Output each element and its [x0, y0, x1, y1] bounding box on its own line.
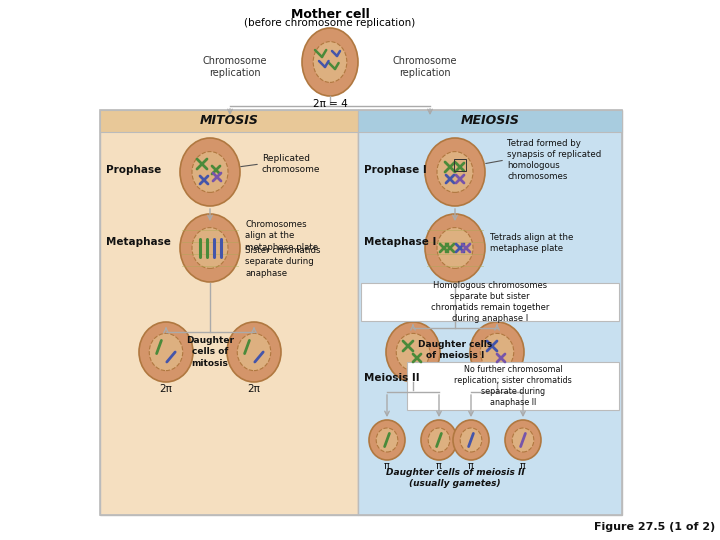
Ellipse shape — [139, 322, 193, 382]
Text: Mother cell: Mother cell — [291, 8, 369, 21]
FancyBboxPatch shape — [407, 362, 619, 410]
Text: Chromosomes
align at the
metaphase plate: Chromosomes align at the metaphase plate — [245, 220, 318, 252]
Text: MEIOSIS: MEIOSIS — [461, 114, 519, 127]
Ellipse shape — [437, 227, 473, 268]
Text: π: π — [384, 461, 390, 471]
Text: MITOSIS: MITOSIS — [199, 114, 258, 127]
Ellipse shape — [460, 428, 482, 452]
Ellipse shape — [453, 420, 489, 460]
Bar — [100, 110, 358, 132]
Text: Chromosome
replication: Chromosome replication — [203, 56, 267, 78]
Text: Sister chromatids
separate during
anaphase: Sister chromatids separate during anapha… — [245, 246, 320, 278]
Ellipse shape — [396, 333, 430, 370]
Text: Prophase: Prophase — [106, 165, 161, 175]
Ellipse shape — [437, 152, 473, 192]
Text: Figure 27.5 (1 of 2): Figure 27.5 (1 of 2) — [594, 522, 715, 532]
Ellipse shape — [192, 152, 228, 192]
Text: Metaphase I: Metaphase I — [364, 237, 436, 247]
Ellipse shape — [238, 333, 271, 370]
Text: Tetrads align at the
metaphase plate: Tetrads align at the metaphase plate — [490, 233, 573, 253]
Text: π: π — [520, 461, 526, 471]
Ellipse shape — [470, 322, 524, 382]
Text: No further chromosomal
replication; sister chromatids
separate during
anaphase I: No further chromosomal replication; sist… — [454, 365, 572, 407]
Bar — [358, 110, 622, 132]
Ellipse shape — [376, 428, 397, 452]
Text: 2π: 2π — [160, 384, 172, 394]
Ellipse shape — [425, 138, 485, 206]
Ellipse shape — [428, 428, 450, 452]
Text: Homologous chromosomes
separate but sister
chromatids remain together
during ana: Homologous chromosomes separate but sist… — [431, 281, 549, 323]
Bar — [454, 159, 466, 171]
Ellipse shape — [180, 214, 240, 282]
Ellipse shape — [192, 227, 228, 268]
Text: 2π: 2π — [248, 384, 261, 394]
Ellipse shape — [386, 322, 440, 382]
Text: Prophase I: Prophase I — [364, 165, 427, 175]
Ellipse shape — [149, 333, 183, 370]
Ellipse shape — [421, 420, 457, 460]
Bar — [358, 110, 622, 515]
Text: Tetrad formed by
synapsis of replicated
homologous
chromosomes: Tetrad formed by synapsis of replicated … — [507, 139, 601, 181]
Text: π: π — [436, 461, 442, 471]
Text: Meiosis II: Meiosis II — [364, 373, 420, 383]
Text: Chromosome
replication: Chromosome replication — [392, 56, 457, 78]
FancyBboxPatch shape — [361, 283, 619, 321]
Text: (before chromosome replication): (before chromosome replication) — [244, 18, 415, 28]
Ellipse shape — [512, 428, 534, 452]
Ellipse shape — [313, 42, 347, 83]
Ellipse shape — [480, 333, 514, 370]
Text: 2π = 4: 2π = 4 — [312, 99, 347, 109]
Ellipse shape — [180, 138, 240, 206]
Text: π: π — [468, 461, 474, 471]
Ellipse shape — [227, 322, 281, 382]
Text: Metaphase: Metaphase — [106, 237, 171, 247]
Bar — [100, 110, 622, 515]
Ellipse shape — [505, 420, 541, 460]
Text: Daughter cells
of meiosis I: Daughter cells of meiosis I — [418, 340, 492, 360]
Ellipse shape — [425, 214, 485, 282]
Ellipse shape — [302, 28, 358, 96]
Text: Daughter
cells of
mitosis: Daughter cells of mitosis — [186, 336, 234, 368]
Ellipse shape — [369, 420, 405, 460]
Bar — [100, 110, 358, 515]
Text: Daughter cells of meiosis II
(usually gametes): Daughter cells of meiosis II (usually ga… — [386, 468, 524, 488]
Text: Replicated
chromosome: Replicated chromosome — [262, 154, 320, 174]
